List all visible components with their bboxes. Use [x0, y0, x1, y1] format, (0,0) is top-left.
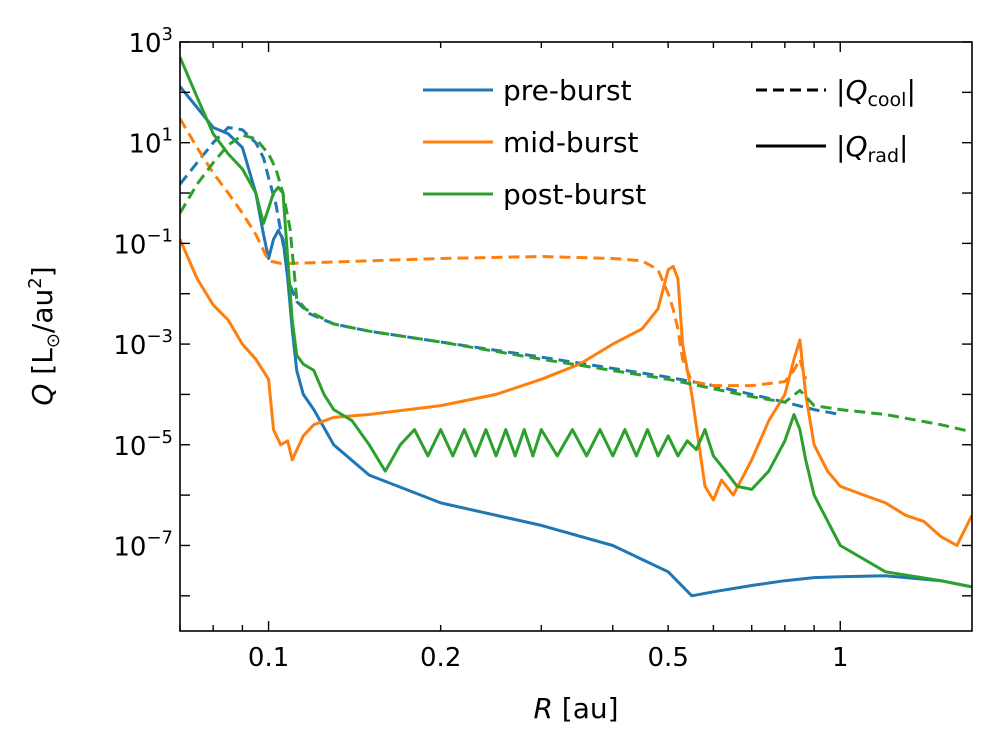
y-axis-open: [L — [26, 348, 59, 384]
x-tick-label: 0.5 — [648, 643, 689, 673]
y-tick-base: 10 — [128, 29, 161, 59]
legend-label-post-burst: post-burst — [503, 178, 646, 211]
mid-burst-q-rad-line — [180, 238, 972, 547]
x-axis-unit: [au] — [553, 692, 619, 725]
series-layer — [180, 56, 972, 598]
x-tick-label: 0.2 — [420, 643, 461, 673]
y-axis-sup: 2 — [25, 277, 46, 288]
legend-label-mid-burst: mid-burst — [503, 126, 639, 159]
legend-cool-sub: cool — [867, 89, 906, 111]
legend-label-rad: |Qrad| — [836, 130, 908, 167]
plot-frame — [179, 41, 973, 632]
y-tick-exp: −7 — [146, 528, 173, 549]
y-axis-var: Q — [26, 384, 59, 406]
legend-cool-var: Q — [845, 74, 867, 107]
mid-burst-q-cool-line — [180, 117, 808, 388]
y-tick-exp: 3 — [162, 24, 173, 45]
x-axis-var: R — [533, 692, 552, 725]
y-tick-label: 10−1 — [113, 225, 173, 260]
y-tick-base: 10 — [113, 331, 146, 361]
legend-rad-sub: rad — [867, 145, 899, 167]
y-tick-exp: −1 — [146, 225, 173, 246]
y-tick-base: 10 — [128, 130, 161, 160]
y-tick-exp: −5 — [146, 427, 173, 448]
y-tick-base: 10 — [113, 533, 146, 563]
y-tick-exp: −3 — [146, 326, 173, 347]
y-tick-base: 10 — [113, 432, 146, 462]
legend-rad-var: Q — [845, 130, 867, 163]
legend-label-pre-burst: pre-burst — [503, 74, 632, 107]
y-tick-label: 10−3 — [113, 326, 173, 361]
y-axis-mid: /au — [26, 289, 59, 333]
x-tick-labels: 0.1 0.2 0.5 1 — [248, 643, 849, 673]
ticks-layer — [179, 41, 972, 631]
x-tick-label: 0.1 — [248, 643, 289, 673]
y-tick-label: 10−5 — [113, 427, 173, 462]
y-tick-label: 103 — [128, 24, 173, 59]
legend: pre-burst mid-burst post-burst |Qcool| |… — [423, 74, 916, 211]
post-burst-q-rad-line — [180, 56, 972, 589]
y-tick-exp: 1 — [162, 125, 173, 146]
y-axis-label: Q [L⊙/au2] — [25, 266, 64, 405]
y-axis-close: ] — [26, 266, 59, 277]
y-tick-base: 10 — [113, 230, 146, 260]
y-tick-label: 101 — [128, 125, 173, 160]
post-burst-q-cool-line — [180, 133, 972, 434]
y-axis-sun: ⊙ — [43, 333, 64, 348]
y-tick-label: 10−7 — [113, 528, 173, 563]
y-tick-labels: 103 101 10−1 10−3 10−5 10−7 — [113, 24, 173, 563]
x-axis-label: R [au] — [533, 692, 618, 725]
pre-burst-q-cool-line — [180, 126, 841, 416]
x-tick-label: 1 — [832, 643, 849, 673]
